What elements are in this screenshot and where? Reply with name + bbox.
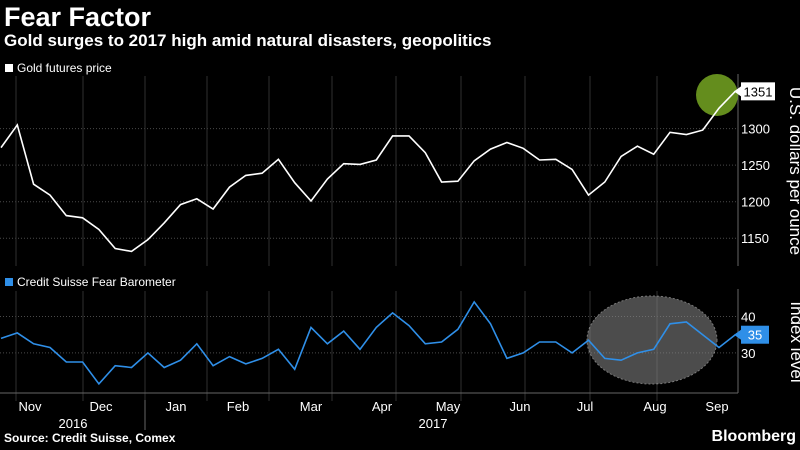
fear-last-value-box xyxy=(741,325,769,344)
x-tick-label: May xyxy=(436,399,461,414)
x-tick-label: Feb xyxy=(227,399,249,414)
gold-last-value-label: 1351 xyxy=(744,84,773,99)
gold-legend-label: Gold futures price xyxy=(17,61,112,75)
fear-y-tick: 40 xyxy=(741,310,755,325)
gold-y-tick: 1200 xyxy=(741,195,770,210)
fear-y-axis-title: Index level xyxy=(787,301,800,382)
year-label: 2017 xyxy=(419,416,448,431)
fear-series-line xyxy=(0,300,736,386)
fear-legend-swatch xyxy=(5,278,13,286)
gold-y-tick: 1250 xyxy=(741,158,770,173)
gold-y-tick: 1300 xyxy=(741,122,770,137)
year-label: 2016 xyxy=(59,416,88,431)
fear-legend-label: Credit Suisse Fear Barometer xyxy=(17,275,176,289)
x-tick-label: Jan xyxy=(166,399,187,414)
fear-last-value-label: 35 xyxy=(748,328,762,343)
x-tick-label: Sep xyxy=(705,399,728,414)
gold-series-line xyxy=(0,90,736,253)
gold-y-tick: 1150 xyxy=(741,231,769,246)
x-tick-label: Nov xyxy=(18,399,42,414)
gold-highlight-circle xyxy=(696,74,738,116)
x-tick-label: Mar xyxy=(300,399,323,414)
x-tick-label: Jul xyxy=(577,399,594,414)
x-tick-label: Dec xyxy=(89,399,113,414)
gold-y-axis-title: U.S. dollars per ounce xyxy=(786,87,800,255)
fear-y-tick: 30 xyxy=(741,346,755,361)
chart-title: Fear Factor xyxy=(4,2,152,32)
fear-highlight-ellipse xyxy=(586,295,718,385)
gold-last-value-box xyxy=(741,82,775,101)
source-note: Source: Credit Suisse, Comex xyxy=(4,431,176,445)
x-tick-label: Apr xyxy=(372,399,393,414)
gold-last-value-pointer xyxy=(734,86,741,97)
fear-last-value-pointer xyxy=(734,329,741,340)
gold-legend-swatch xyxy=(5,64,13,72)
x-tick-label: Aug xyxy=(643,399,666,414)
chart-subtitle: Gold surges to 2017 high amid natural di… xyxy=(4,31,492,50)
x-tick-label: Jun xyxy=(510,399,531,414)
bloomberg-logo: Bloomberg xyxy=(711,428,796,445)
